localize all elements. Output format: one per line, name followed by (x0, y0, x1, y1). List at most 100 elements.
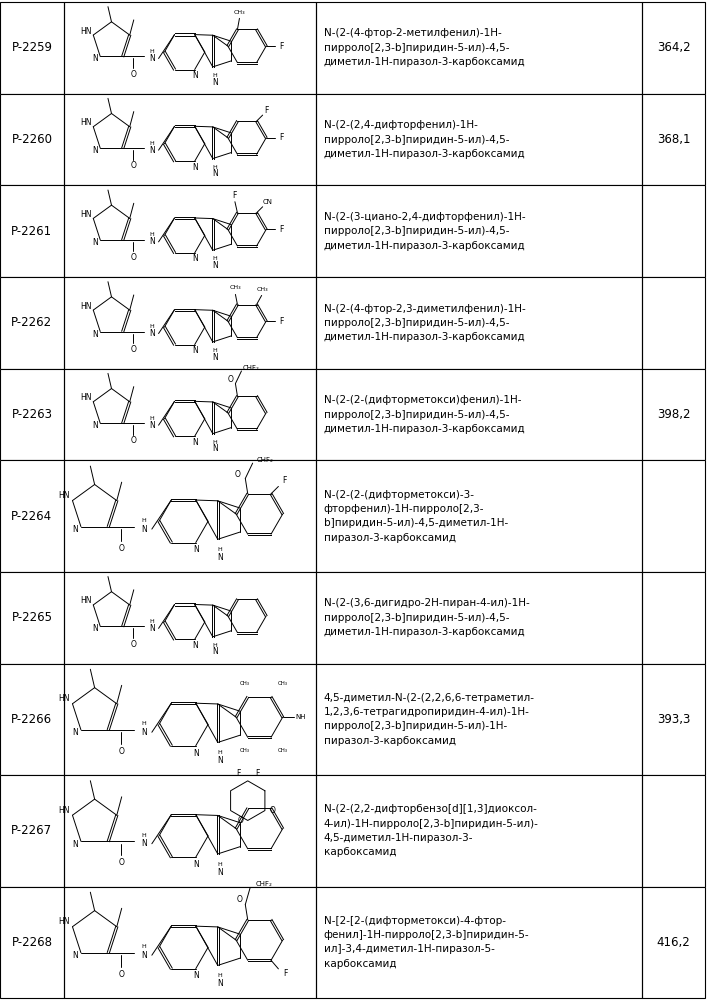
Text: N: N (218, 553, 223, 562)
Text: CH₃: CH₃ (230, 285, 241, 290)
Text: диметил-1Н-пиразол-3-карбоксамид: диметил-1Н-пиразол-3-карбоксамид (323, 332, 525, 342)
Text: пиразол-3-карбоксамид: пиразол-3-карбоксамид (323, 533, 455, 543)
Text: диметил-1Н-пиразол-3-карбоксамид: диметил-1Н-пиразол-3-карбоксамид (323, 424, 525, 434)
Text: F: F (279, 317, 284, 326)
Text: F: F (279, 42, 284, 51)
Text: N: N (141, 728, 147, 737)
Text: 4-ил)-1Н-пирроло[2,3-b]пиридин-5-ил)-: 4-ил)-1Н-пирроло[2,3-b]пиридин-5-ил)- (323, 819, 538, 829)
Bar (316, 277, 642, 369)
Bar (64, 775, 316, 887)
Text: CH₃: CH₃ (278, 681, 289, 686)
Text: HN: HN (80, 302, 92, 311)
Text: HN: HN (80, 393, 92, 402)
Bar (64, 887, 316, 998)
Text: H: H (213, 256, 217, 261)
Text: P-2264: P-2264 (11, 510, 52, 523)
Text: N: N (194, 971, 199, 980)
Text: H: H (213, 643, 217, 648)
Text: N-(2-(2-(дифторметокси)фенил)-1Н-: N-(2-(2-(дифторметокси)фенил)-1Н- (323, 395, 521, 405)
Text: N: N (194, 749, 199, 758)
Text: F: F (279, 225, 284, 234)
Text: 393,3: 393,3 (657, 713, 691, 726)
Text: 398,2: 398,2 (657, 408, 691, 421)
Text: CH₃: CH₃ (278, 748, 289, 753)
Bar (316, 664, 642, 775)
Text: N: N (92, 146, 98, 155)
Text: диметил-1Н-пиразол-3-карбоксамид: диметил-1Н-пиразол-3-карбоксамид (323, 149, 525, 159)
Bar (64, 185, 316, 277)
Text: N: N (212, 444, 218, 453)
Text: H: H (218, 862, 223, 867)
Text: F: F (279, 133, 284, 142)
Text: пирроло[2,3-b]пиридин-5-ил)-4,5-: пирроло[2,3-b]пиридин-5-ил)-4,5- (323, 318, 509, 328)
Bar (64, 277, 316, 369)
Text: N: N (192, 641, 198, 650)
Text: 4,5-диметил-1Н-пиразол-3-: 4,5-диметил-1Н-пиразол-3- (323, 833, 473, 843)
Bar (0, 94, 64, 185)
Bar (64, 369, 316, 460)
Bar (316, 460, 642, 572)
Text: ил]-3,4-диметил-1Н-пиразол-5-: ил]-3,4-диметил-1Н-пиразол-5- (323, 944, 494, 954)
Text: пирроло[2,3-b]пиридин-5-ил)-4,5-: пирроло[2,3-b]пиридин-5-ил)-4,5- (323, 226, 509, 236)
Text: 364,2: 364,2 (657, 41, 691, 54)
Text: F: F (282, 476, 286, 485)
Text: H: H (150, 232, 155, 237)
Text: P-2259: P-2259 (11, 41, 52, 54)
Text: N: N (192, 346, 198, 355)
Bar (0, 185, 64, 277)
Text: CHF₂: CHF₂ (243, 365, 260, 371)
Bar (0, 775, 64, 887)
Text: N: N (149, 237, 155, 246)
Text: H: H (218, 547, 223, 552)
Text: O: O (130, 436, 136, 445)
Text: N: N (141, 951, 147, 960)
Bar (0, 887, 64, 998)
Bar (642, 887, 705, 998)
Bar (0, 2, 709, 94)
Text: N: N (192, 438, 198, 447)
Bar (0, 2, 64, 94)
Bar (0, 775, 709, 887)
Text: F: F (264, 106, 269, 115)
Text: пирроло[2,3-b]пиридин-5-ил)-4,5-: пирроло[2,3-b]пиридин-5-ил)-4,5- (323, 43, 509, 53)
Text: H: H (213, 73, 217, 78)
Text: N: N (212, 647, 218, 656)
Text: H: H (150, 141, 155, 146)
Bar (0, 664, 64, 775)
Text: N: N (194, 860, 199, 869)
Text: N: N (212, 261, 218, 270)
Text: 416,2: 416,2 (657, 936, 691, 949)
Text: HN: HN (80, 210, 92, 219)
Text: O: O (130, 253, 136, 262)
Text: O: O (130, 161, 136, 170)
Text: HN: HN (80, 118, 92, 127)
Text: N: N (149, 329, 155, 338)
Text: F: F (233, 191, 237, 200)
Text: диметил-1Н-пиразол-3-карбоксамид: диметил-1Н-пиразол-3-карбоксамид (323, 241, 525, 251)
Bar (0, 460, 64, 572)
Text: CHF₂: CHF₂ (257, 457, 274, 463)
Bar (316, 775, 642, 887)
Text: N: N (72, 951, 78, 960)
Text: CH₃: CH₃ (234, 10, 245, 15)
Bar (64, 572, 316, 664)
Text: 4,5-диметил-N-(2-(2,2,6,6-тетраметил-: 4,5-диметил-N-(2-(2,2,6,6-тетраметил- (323, 693, 535, 703)
Text: H: H (150, 324, 155, 329)
Text: пирроло[2,3-b]пиридин-5-ил)-4,5-: пирроло[2,3-b]пиридин-5-ил)-4,5- (323, 613, 509, 623)
Text: N: N (218, 756, 223, 765)
Text: F: F (236, 769, 241, 778)
Text: O: O (130, 640, 136, 649)
Text: N: N (141, 839, 147, 848)
Bar (642, 572, 705, 664)
Bar (0, 572, 709, 664)
Text: CH₃: CH₃ (240, 748, 250, 753)
Bar (316, 185, 642, 277)
Text: CH₃: CH₃ (257, 287, 269, 292)
Text: пирроло[2,3-b]пиридин-5-ил)-4,5-: пирроло[2,3-b]пиридин-5-ил)-4,5- (323, 135, 509, 145)
Text: HN: HN (58, 806, 69, 815)
Bar (316, 572, 642, 664)
Text: P-2261: P-2261 (11, 225, 52, 238)
Text: F: F (284, 969, 288, 978)
Bar (316, 94, 642, 185)
Bar (642, 277, 705, 369)
